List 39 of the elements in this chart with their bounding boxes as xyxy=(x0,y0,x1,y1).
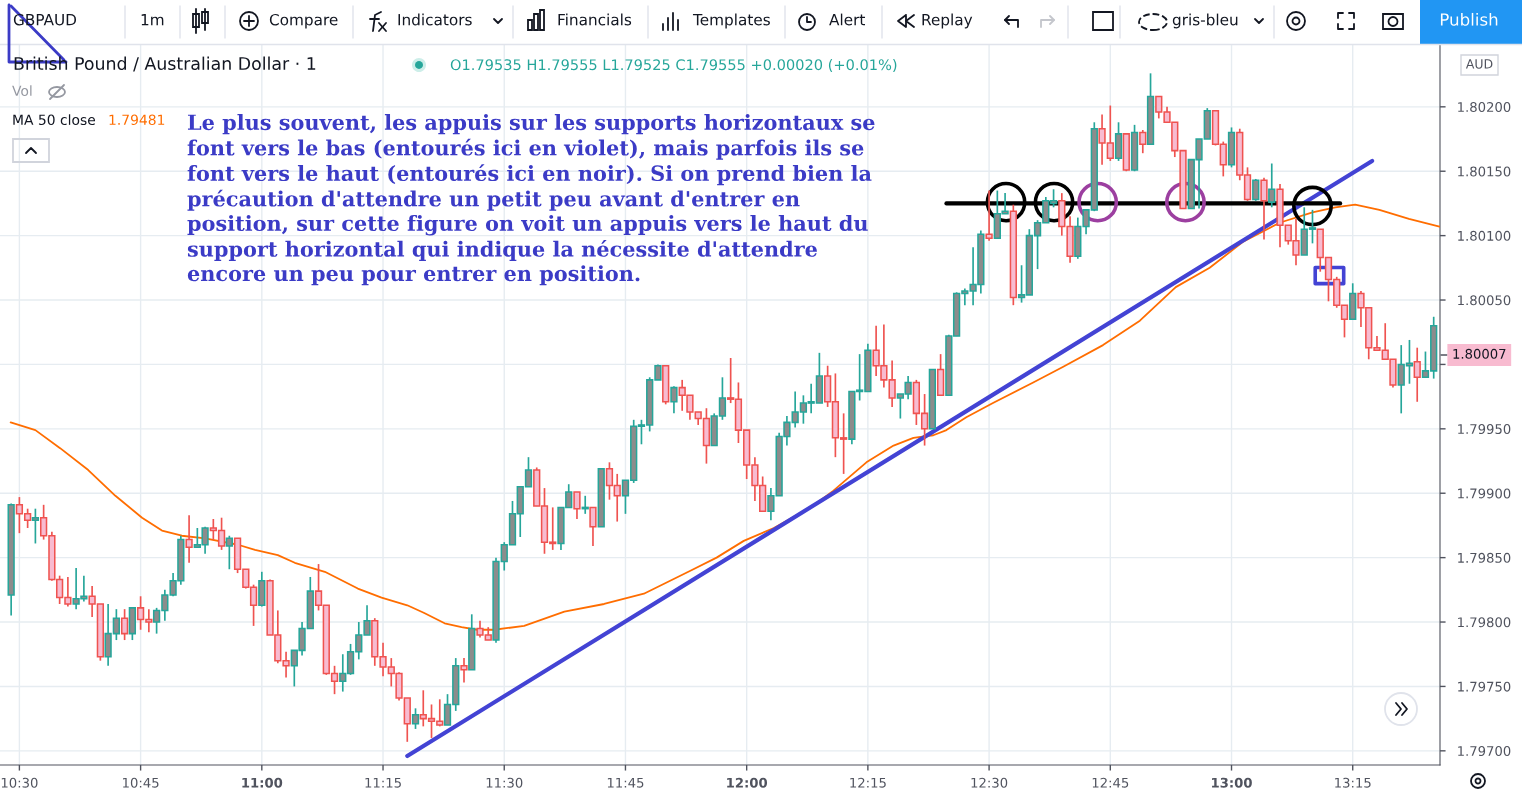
x-tick-label: 10:30 xyxy=(1,777,38,788)
text: Financials xyxy=(558,13,632,26)
y-tick-label: 1.80150 xyxy=(1458,166,1511,177)
annotation: 1.79481 xyxy=(109,114,165,126)
text: gris-bleu xyxy=(1172,13,1238,29)
y-tick-label: 1.79950 xyxy=(1458,424,1511,435)
text: Indicators xyxy=(398,13,472,26)
x-tick-label: 12:30 xyxy=(971,777,1008,788)
y-tick-label: 1.80100 xyxy=(1458,230,1511,241)
text: 1m xyxy=(141,14,164,26)
x-tick-label: 11:30 xyxy=(486,777,523,788)
y-tick-label: 1.80050 xyxy=(1458,295,1511,306)
x-tick-label: 13:15 xyxy=(1335,777,1371,788)
text: O1.79535 H1.79555 L1.79525 C1.79555 +0.00020 (+0.01%) xyxy=(450,58,897,72)
text: 1.80007 xyxy=(1453,348,1506,359)
x-tick-label: 11:15 xyxy=(365,777,401,788)
x-tick-label: 10:45 xyxy=(123,777,159,788)
text: Alert xyxy=(829,13,865,26)
x-tick-label: 12:15 xyxy=(850,777,886,788)
text: MA 50 close xyxy=(13,114,96,126)
text: Templates xyxy=(692,13,770,29)
x-tick-label: 13:00 xyxy=(1212,777,1252,788)
x-tick-label: 12:45 xyxy=(1092,777,1129,788)
x-tick-label: 12:00 xyxy=(727,777,768,788)
annotation: Vol xyxy=(12,85,32,97)
text: Compare xyxy=(269,13,338,29)
text: AUD xyxy=(1465,59,1493,69)
text: Publish xyxy=(1440,12,1498,26)
y-tick-label: 1.79900 xyxy=(1458,488,1511,499)
y-tick-label: 1.79700 xyxy=(1458,746,1511,757)
x-tick-label: 11:45 xyxy=(607,777,644,788)
text: British Pound / Australian Dollar · 1 xyxy=(14,56,316,72)
annotation: Le plus souvent, les appuis sur les supports horizontaux se font vers le bas (entourés ici en violet), mais parfois ils se font vers le haut (entourés ici en noir). Si on prend bien la précaution d'attendre un petit peu avant d'entrer en position, sur cette figure on voit un appuis vers le haut du support horizontal qui indique la nécessite d'attendre encore un peu pour entrer en position. xyxy=(187,114,875,286)
x-tick-label: 11:00 xyxy=(242,777,283,788)
y-tick-label: 1.80200 xyxy=(1458,102,1511,113)
y-tick-label: 1.79750 xyxy=(1458,681,1511,692)
text: Replay xyxy=(922,13,973,29)
y-tick-label: 1.79850 xyxy=(1458,552,1511,563)
y-tick-label: 1.79800 xyxy=(1458,617,1511,628)
